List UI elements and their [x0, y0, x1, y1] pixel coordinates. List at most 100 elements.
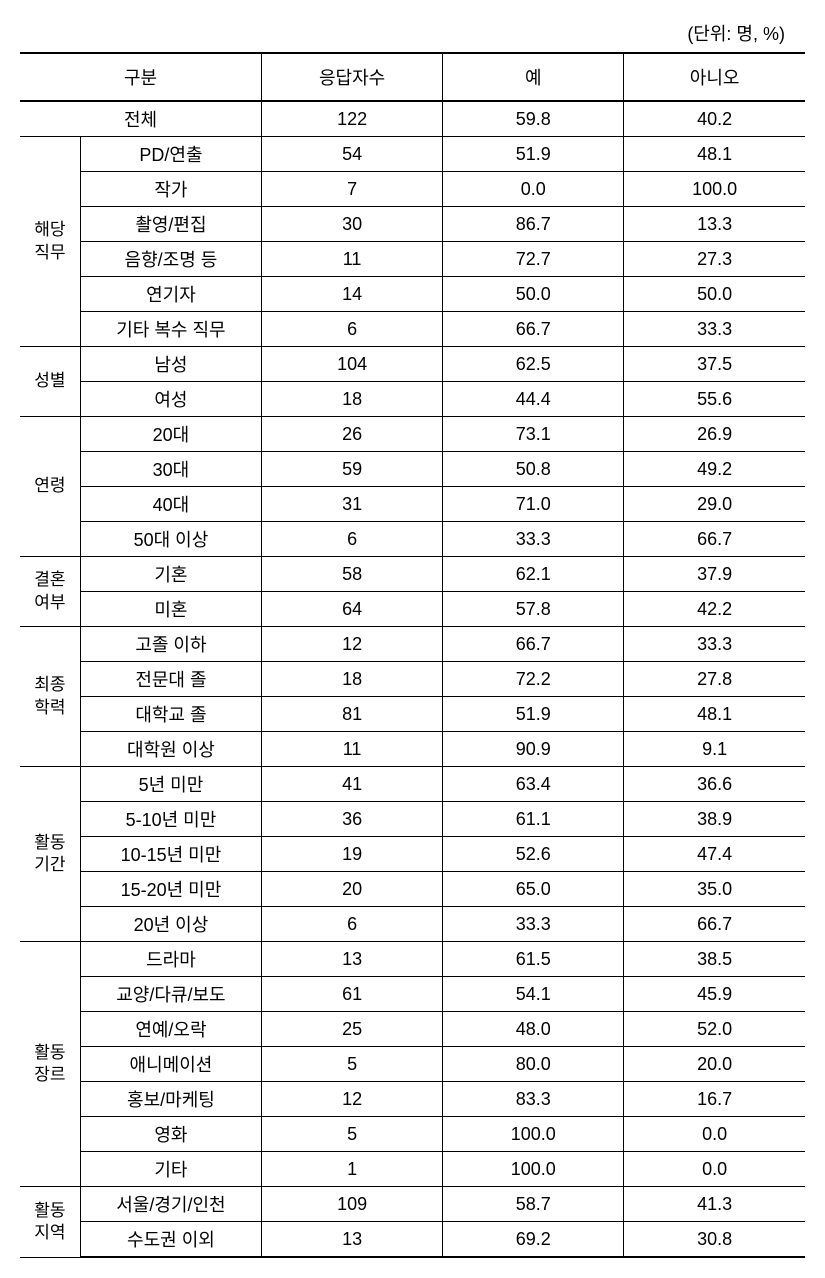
- total-row: 전체 122 59.8 40.2: [20, 101, 805, 137]
- table-row: 해당직무PD/연출5451.948.1: [20, 137, 805, 172]
- table-row: 연예/오락2548.052.0: [20, 1012, 805, 1047]
- header-respondents: 응답자수: [262, 53, 443, 101]
- row-yes: 73.1: [443, 417, 624, 452]
- row-yes: 51.9: [443, 697, 624, 732]
- row-no: 41.3: [624, 1187, 805, 1222]
- row-yes: 33.3: [443, 907, 624, 942]
- row-no: 27.8: [624, 662, 805, 697]
- row-no: 37.5: [624, 347, 805, 382]
- row-no: 20.0: [624, 1047, 805, 1082]
- group-label: 최종학력: [20, 627, 80, 767]
- table-row: 활동장르드라마1361.538.5: [20, 942, 805, 977]
- row-label: 교양/다큐/보도: [80, 977, 261, 1012]
- row-respondents: 41: [262, 767, 443, 802]
- row-yes: 52.6: [443, 837, 624, 872]
- row-respondents: 6: [262, 907, 443, 942]
- row-no: 9.1: [624, 732, 805, 767]
- row-label: 대학원 이상: [80, 732, 261, 767]
- table-row: 연기자1450.050.0: [20, 277, 805, 312]
- row-label: 40대: [80, 487, 261, 522]
- table-row: 10-15년 미만1952.647.4: [20, 837, 805, 872]
- table-row: 대학교 졸8151.948.1: [20, 697, 805, 732]
- row-label: PD/연출: [80, 137, 261, 172]
- total-label: 전체: [20, 101, 262, 137]
- table-row: 성별남성10462.537.5: [20, 347, 805, 382]
- row-yes: 86.7: [443, 207, 624, 242]
- row-yes: 100.0: [443, 1152, 624, 1187]
- table-row: 교양/다큐/보도6154.145.9: [20, 977, 805, 1012]
- row-respondents: 11: [262, 242, 443, 277]
- row-yes: 61.1: [443, 802, 624, 837]
- row-yes: 72.7: [443, 242, 624, 277]
- row-label: 홍보/마케팅: [80, 1082, 261, 1117]
- row-yes: 69.2: [443, 1222, 624, 1258]
- row-respondents: 13: [262, 1222, 443, 1258]
- table-row: 애니메이션580.020.0: [20, 1047, 805, 1082]
- table-row: 15-20년 미만2065.035.0: [20, 872, 805, 907]
- row-no: 45.9: [624, 977, 805, 1012]
- group-label: 활동지역: [20, 1187, 80, 1258]
- row-yes: 71.0: [443, 487, 624, 522]
- row-yes: 66.7: [443, 312, 624, 347]
- row-label: 연예/오락: [80, 1012, 261, 1047]
- row-no: 47.4: [624, 837, 805, 872]
- total-no: 40.2: [624, 101, 805, 137]
- row-respondents: 18: [262, 382, 443, 417]
- group-label: 활동기간: [20, 767, 80, 942]
- row-respondents: 12: [262, 627, 443, 662]
- row-no: 37.9: [624, 557, 805, 592]
- row-label: 수도권 이외: [80, 1222, 261, 1258]
- row-label: 남성: [80, 347, 261, 382]
- header-no: 아니오: [624, 53, 805, 101]
- row-respondents: 5: [262, 1047, 443, 1082]
- row-label: 기타: [80, 1152, 261, 1187]
- row-yes: 51.9: [443, 137, 624, 172]
- table-row: 대학원 이상1190.99.1: [20, 732, 805, 767]
- row-yes: 58.7: [443, 1187, 624, 1222]
- row-respondents: 14: [262, 277, 443, 312]
- row-no: 100.0: [624, 172, 805, 207]
- row-no: 38.9: [624, 802, 805, 837]
- row-yes: 65.0: [443, 872, 624, 907]
- row-label: 드라마: [80, 942, 261, 977]
- table-row: 음향/조명 등1172.727.3: [20, 242, 805, 277]
- row-label: 고졸 이하: [80, 627, 261, 662]
- row-respondents: 54: [262, 137, 443, 172]
- row-respondents: 30: [262, 207, 443, 242]
- row-respondents: 58: [262, 557, 443, 592]
- row-yes: 63.4: [443, 767, 624, 802]
- table-row: 기타1100.00.0: [20, 1152, 805, 1187]
- row-no: 52.0: [624, 1012, 805, 1047]
- row-respondents: 25: [262, 1012, 443, 1047]
- table-row: 작가70.0100.0: [20, 172, 805, 207]
- table-row: 결혼여부기혼5862.137.9: [20, 557, 805, 592]
- row-no: 35.0: [624, 872, 805, 907]
- table-row: 미혼6457.842.2: [20, 592, 805, 627]
- row-label: 영화: [80, 1117, 261, 1152]
- row-respondents: 20: [262, 872, 443, 907]
- row-label: 20대: [80, 417, 261, 452]
- row-label: 연기자: [80, 277, 261, 312]
- row-no: 27.3: [624, 242, 805, 277]
- row-no: 36.6: [624, 767, 805, 802]
- row-respondents: 31: [262, 487, 443, 522]
- row-respondents: 64: [262, 592, 443, 627]
- survey-table: 구분 응답자수 예 아니오 전체 122 59.8 40.2 해당직무PD/연출…: [20, 52, 805, 1258]
- row-label: 여성: [80, 382, 261, 417]
- row-yes: 80.0: [443, 1047, 624, 1082]
- row-no: 48.1: [624, 137, 805, 172]
- table-row: 30대5950.849.2: [20, 452, 805, 487]
- total-yes: 59.8: [443, 101, 624, 137]
- row-respondents: 26: [262, 417, 443, 452]
- row-yes: 100.0: [443, 1117, 624, 1152]
- row-respondents: 109: [262, 1187, 443, 1222]
- table-row: 활동지역서울/경기/인천10958.741.3: [20, 1187, 805, 1222]
- table-row: 5-10년 미만3661.138.9: [20, 802, 805, 837]
- table-row: 홍보/마케팅1283.316.7: [20, 1082, 805, 1117]
- row-label: 미혼: [80, 592, 261, 627]
- row-respondents: 12: [262, 1082, 443, 1117]
- table-row: 최종학력고졸 이하1266.733.3: [20, 627, 805, 662]
- row-yes: 61.5: [443, 942, 624, 977]
- row-label: 10-15년 미만: [80, 837, 261, 872]
- group-label: 해당직무: [20, 137, 80, 347]
